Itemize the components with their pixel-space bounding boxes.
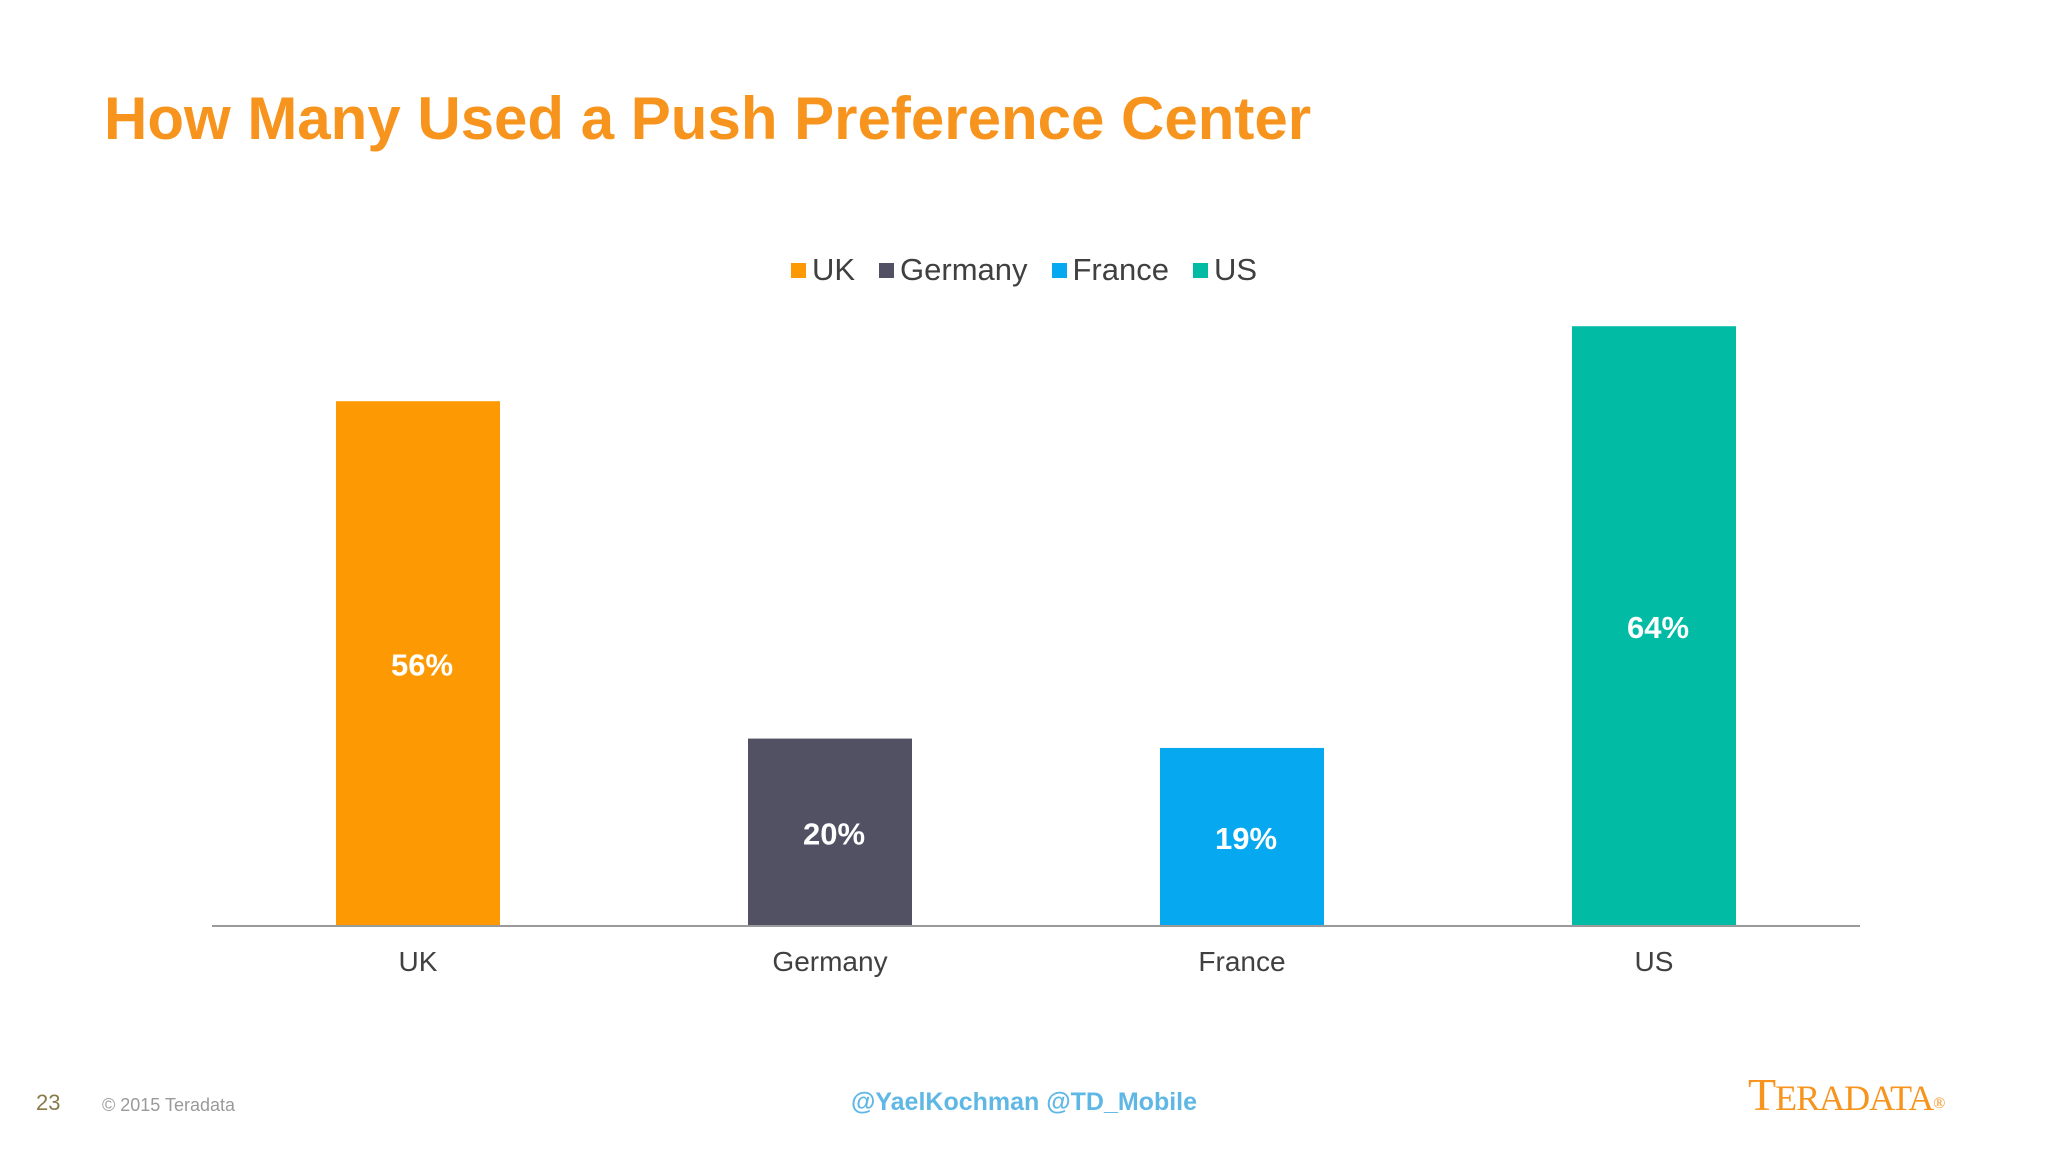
logo-rest-letters: ERADATA xyxy=(1775,1078,1934,1118)
x-tick-label-france: France xyxy=(1198,946,1285,977)
data-label-uk: 56% xyxy=(391,648,453,683)
legend-label-uk: UK xyxy=(811,252,856,287)
bar-france xyxy=(1160,747,1324,926)
legend-swatch-us xyxy=(1192,262,1208,278)
legend-label-us: US xyxy=(1213,252,1258,287)
chart-legend: UK Germany France US xyxy=(0,252,2048,288)
legend-label-france: France xyxy=(1072,252,1169,287)
legend-item-france: France xyxy=(1051,252,1169,288)
page-number: 23 xyxy=(36,1090,61,1115)
teradata-logo: TERADATA® xyxy=(1748,1068,1945,1121)
x-tick-label-us: US xyxy=(1635,946,1674,977)
data-label-germany: 20% xyxy=(803,816,865,851)
bar-us xyxy=(1572,326,1736,926)
data-label-us: 64% xyxy=(1627,610,1689,645)
bar-germany xyxy=(748,738,912,926)
legend-swatch-uk xyxy=(790,262,806,278)
logo-registered-mark: ® xyxy=(1933,1095,1945,1112)
social-handles: @YaelKochman @TD_Mobile xyxy=(850,1088,1198,1116)
data-label-france: 19% xyxy=(1215,821,1277,856)
legend-item-germany: Germany xyxy=(879,252,1028,288)
legend-swatch-france xyxy=(1051,262,1067,278)
legend-item-uk: UK xyxy=(790,252,856,288)
x-tick-label-germany: Germany xyxy=(772,946,887,977)
x-tick-label-uk: UK xyxy=(399,946,438,977)
legend-label-germany: Germany xyxy=(900,252,1028,287)
legend-item-us: US xyxy=(1192,252,1258,288)
copyright-text: © 2015 Teradata xyxy=(102,1095,236,1115)
slide-title: How Many Used a Push Preference Center xyxy=(104,85,1312,152)
legend-swatch-germany xyxy=(879,262,895,278)
bar-uk xyxy=(336,401,500,926)
logo-lead-letter: T xyxy=(1748,1069,1776,1120)
